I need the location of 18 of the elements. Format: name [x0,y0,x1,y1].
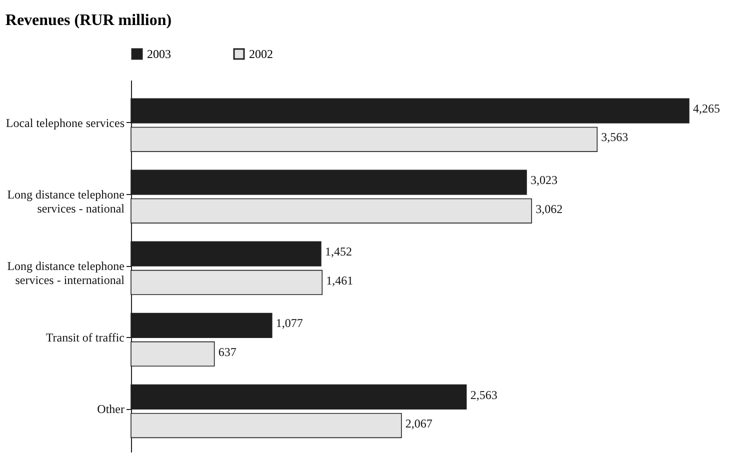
data-label: 2,067 [405,416,432,430]
data-label: 1,077 [276,316,303,330]
data-label: 1,452 [324,244,352,259]
data-label: 2,563 [470,388,498,402]
y-tick-label: Long distance telephone services - international [7,259,126,287]
data-label: 3,062 [536,202,563,216]
legend-label: 2002 [249,47,273,61]
y-tick-label: Other [97,402,124,416]
y-tick-label: Transit of traffic [46,330,124,345]
chart-title: Revenues (RUR million) [5,12,172,29]
y-tick-label: Local telephone services [6,116,125,130]
data-label: 3,023 [530,173,558,188]
legend-label: 2003 [147,47,171,61]
data-label: 4,265 [693,102,720,116]
data-label: 3,563 [601,130,628,144]
y-tick-label: Long distance telephone services - national [7,187,126,216]
data-label: 637 [218,344,236,359]
data-label: 1,461 [326,273,354,288]
